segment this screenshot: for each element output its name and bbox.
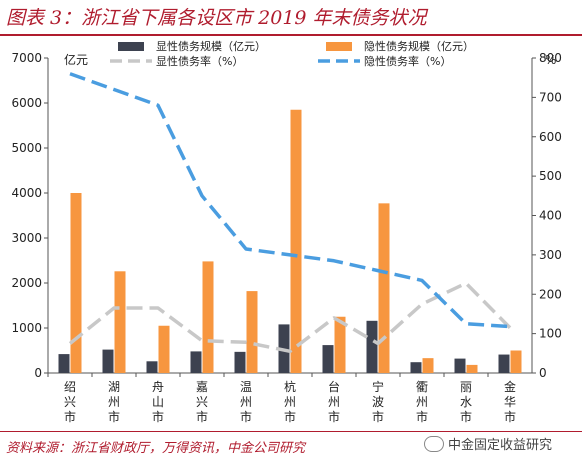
explicit-debt-bar — [58, 354, 70, 373]
legend-label: 隐性债务率（%） — [364, 54, 451, 68]
y-right-tick-label: 100 — [539, 327, 562, 341]
watermark-text: 中金固定收益研究 — [448, 438, 553, 453]
wechat-icon — [424, 435, 444, 452]
explicit-debt-bar — [234, 351, 246, 373]
explicit-debt-bar — [454, 358, 466, 373]
y-right-tick-label: 500 — [539, 169, 562, 183]
chart: 0 1000 2000 3000 4000 5000 6000 7000 0 100 200 300 4… — [11, 39, 561, 424]
source-note: 资料来源：浙江省财政厅，万得资讯，中金公司研究 — [6, 441, 306, 456]
explicit-debt-bar — [498, 354, 510, 373]
y-left-tick-label: 7000 — [11, 51, 42, 65]
implicit-debt-bar — [422, 358, 434, 373]
implicit-debt-bar — [378, 203, 390, 373]
implicit-debt-bar — [290, 109, 302, 373]
x-category-label: 衢州市 — [416, 380, 428, 424]
x-category-label: 金华市 — [504, 379, 516, 424]
y-right-tick-label: 800 — [539, 51, 562, 65]
implicit-debt-bar — [70, 193, 82, 373]
x-category-label: 舟山市 — [152, 380, 164, 424]
legend-label: 显性债务率（%） — [156, 54, 243, 68]
x-category-label: 杭州市 — [284, 379, 296, 424]
legend-swatch — [118, 42, 144, 51]
axes: 0 1000 2000 3000 4000 5000 6000 7000 0 100 200 300 4… — [11, 51, 561, 424]
x-category-label: 台州市 — [328, 379, 340, 424]
legend-label: 隐性债务规模（亿元） — [364, 39, 474, 53]
explicit-debt-bar — [322, 345, 334, 373]
y-right-unit-label: % — [545, 53, 556, 67]
implicit-debt-bar — [334, 316, 346, 373]
y-left-tick-label: 4000 — [11, 186, 42, 200]
explicit-debt-bar — [102, 349, 114, 373]
explicit-rate-line — [68, 281, 512, 354]
y-right-tick-label: 300 — [539, 248, 562, 262]
y-left-unit-label: 亿元 — [64, 52, 88, 67]
implicit-debt-bar — [202, 261, 214, 373]
bars — [58, 109, 522, 373]
rate-lines — [68, 72, 512, 354]
y-left-tick-label: 1000 — [11, 321, 42, 335]
y-left-tick-label: 6000 — [11, 96, 42, 110]
x-category-label: 温州市 — [240, 380, 252, 424]
legend-swatch — [326, 42, 352, 51]
explicit-debt-bar — [410, 362, 422, 373]
explicit-debt-bar — [146, 361, 158, 373]
y-right-tick-label: 400 — [539, 209, 562, 223]
legend-label: 显性债务规模（亿元） — [156, 39, 266, 53]
y-right-tick-label: 700 — [539, 90, 562, 104]
implicit-debt-bar — [246, 291, 258, 373]
x-category-label: 湖州市 — [108, 379, 120, 424]
x-category-label: 宁波市 — [372, 379, 384, 424]
y-right-tick-label: 200 — [539, 287, 562, 301]
explicit-debt-bar — [366, 320, 378, 373]
source-rule — [0, 431, 582, 432]
y-right-tick-label: 600 — [539, 130, 562, 144]
y-left-tick-label: 0 — [34, 366, 42, 380]
implicit-debt-bar — [466, 364, 478, 373]
implicit-debt-bar — [158, 325, 170, 373]
implicit-rate-line — [69, 72, 511, 329]
y-right-tick-label: 0 — [539, 366, 547, 380]
y-left-tick-label: 3000 — [11, 231, 42, 245]
implicit-debt-bar — [114, 271, 126, 373]
legend: 显性债务规模（亿元） 隐性债务规模（亿元） 显性债务率（%） 隐性债务率（%） — [110, 39, 474, 68]
figure-title: 图表 3：浙江省下属各设区市 2019 年末债务状况 — [6, 7, 427, 29]
y-left-tick-label: 5000 — [11, 141, 42, 155]
y-left-tick-label: 2000 — [11, 276, 42, 290]
watermark: 中金固定收益研究 — [424, 434, 552, 453]
x-category-label: 嘉兴市 — [196, 380, 208, 424]
x-category-label: 丽水市 — [460, 380, 472, 424]
explicit-debt-bar — [190, 351, 202, 373]
title-rule — [0, 34, 582, 36]
x-category-label: 绍兴市 — [64, 380, 76, 424]
implicit-debt-bar — [510, 350, 522, 373]
